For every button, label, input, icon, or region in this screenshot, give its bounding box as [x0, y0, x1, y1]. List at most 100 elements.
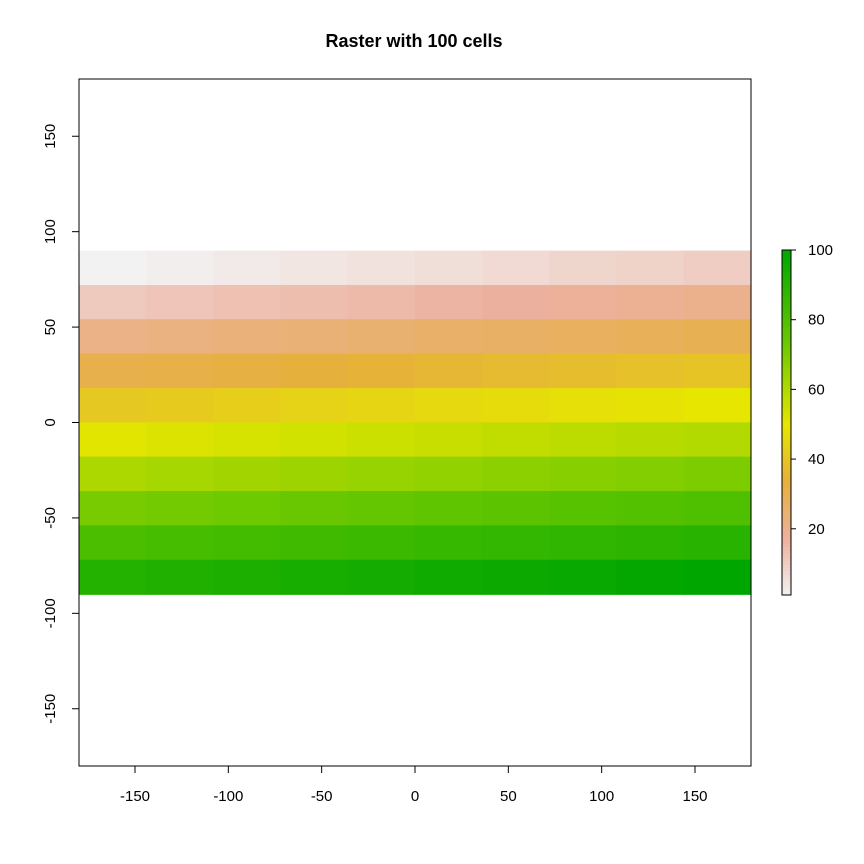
legend-swatch: [782, 443, 791, 448]
raster-cell: [280, 491, 349, 527]
legend-swatch: [782, 250, 791, 254]
raster-cell: [482, 491, 550, 527]
legend-swatch: [782, 277, 791, 282]
legend-swatch: [782, 550, 791, 555]
legend-swatch: [782, 515, 791, 520]
raster-cell: [549, 422, 618, 458]
raster-cell: [146, 559, 214, 595]
raster-cell: [683, 250, 752, 286]
y-tick-label: -50: [42, 507, 59, 529]
legend-swatch: [782, 467, 791, 472]
legend-swatch: [782, 505, 791, 510]
legend-swatch: [782, 557, 791, 561]
legend-swatch: [782, 325, 791, 330]
raster-cell: [683, 387, 752, 424]
legend-swatch: [782, 388, 791, 392]
y-tick-label: -100: [42, 598, 59, 628]
raster-cell: [347, 422, 416, 458]
raster-cell: [482, 559, 550, 595]
raster-cell: [146, 525, 214, 561]
legend-swatch: [782, 412, 791, 417]
raster-cell: [616, 422, 685, 458]
raster-cell: [347, 319, 416, 355]
raster-cell: [213, 353, 282, 389]
raster-cell: [414, 284, 483, 321]
legend-swatch: [782, 346, 791, 351]
legend-swatch: [782, 577, 791, 582]
legend-swatch: [782, 419, 791, 423]
raster-cell: [280, 559, 349, 595]
legend-swatch: [782, 287, 791, 292]
legend-swatch: [782, 398, 791, 403]
legend-swatch: [782, 560, 791, 565]
legend-swatch: [782, 584, 791, 589]
raster-cell: [146, 284, 214, 321]
raster-cell: [414, 319, 483, 355]
raster-cell: [616, 456, 685, 492]
raster-cell: [414, 387, 483, 424]
y-axis: -150 -100 -50 0 50 100 150: [42, 124, 79, 724]
raster-cell: [78, 284, 147, 321]
legend-swatch: [782, 532, 791, 537]
raster-cell: [482, 284, 550, 321]
legend-swatch: [782, 294, 791, 299]
legend-swatch: [782, 432, 791, 437]
raster-cell: [347, 559, 416, 595]
raster-cell: [78, 387, 147, 424]
raster-cell: [683, 353, 752, 389]
legend-swatch: [782, 522, 791, 527]
legend-swatch: [782, 477, 791, 482]
legend-swatch: [782, 394, 791, 399]
y-tick-label: 0: [42, 418, 59, 426]
legend-tick-label: 20: [808, 521, 825, 538]
legend-swatch: [782, 384, 791, 389]
legend-swatch: [782, 381, 791, 386]
legend-swatch: [782, 329, 791, 334]
legend-swatch: [782, 463, 791, 468]
raster-cell: [683, 456, 752, 492]
legend-swatch: [782, 391, 791, 396]
legend-swatch: [782, 436, 791, 441]
legend-swatch: [782, 315, 791, 320]
legend-swatch: [782, 305, 791, 310]
legend-swatch: [782, 570, 791, 575]
legend-swatch: [782, 481, 791, 486]
legend-swatch: [782, 519, 791, 524]
raster-cell: [213, 559, 282, 595]
legend-swatch: [782, 422, 791, 427]
raster-cell: [414, 422, 483, 458]
legend-swatch: [782, 474, 791, 479]
legend-swatch: [782, 536, 791, 541]
legend-swatch: [782, 356, 791, 361]
raster-cell: [280, 387, 349, 424]
legend-swatch: [782, 360, 791, 365]
raster-cell: [683, 422, 752, 458]
raster-cell: [280, 456, 349, 492]
raster-cell: [213, 250, 282, 286]
raster-cell: [414, 250, 483, 286]
raster-cell: [347, 250, 416, 286]
legend-swatch: [782, 363, 791, 368]
legend-swatch: [782, 439, 791, 444]
legend-swatch: [782, 267, 791, 272]
raster-cell: [549, 491, 618, 527]
raster-cell: [414, 353, 483, 389]
legend-swatch: [782, 332, 791, 337]
legend-swatch: [782, 498, 791, 503]
legend-swatch: [782, 553, 791, 558]
legend-swatch: [782, 377, 791, 382]
legend-swatch: [782, 353, 791, 358]
legend-swatch: [782, 581, 791, 586]
x-tick-label: 50: [500, 788, 517, 805]
legend-tick-label: 100: [808, 242, 833, 259]
raster-cell: [549, 250, 618, 286]
legend-swatch: [782, 374, 791, 379]
legend-swatch: [782, 546, 791, 551]
legend-swatch: [782, 263, 791, 268]
raster-cell: [616, 387, 685, 424]
raster-cell: [78, 525, 147, 561]
legend-swatch: [782, 526, 791, 530]
x-tick-label: -100: [213, 788, 243, 805]
y-tick-label: 100: [42, 219, 59, 244]
legend-swatch: [782, 274, 791, 279]
